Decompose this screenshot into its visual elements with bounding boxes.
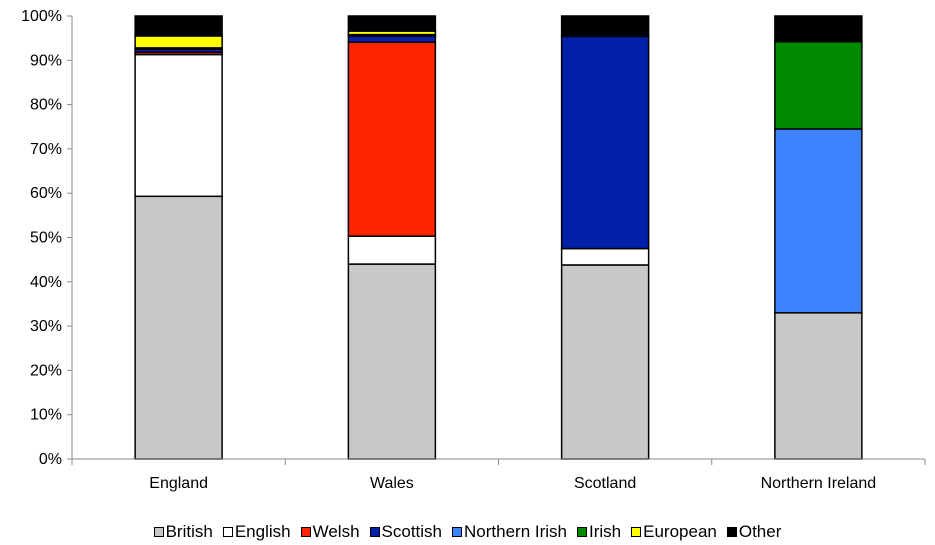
x-axis: England Wales Scotland Northern Ireland [71, 458, 926, 492]
bar-segment-other [560, 15, 650, 37]
bar-segment-european [134, 35, 223, 49]
legend-swatch [631, 527, 642, 537]
legend-label: Other [738, 522, 782, 541]
bar-segment-scottish [347, 35, 437, 43]
legend-item: British [153, 522, 213, 542]
legend-swatch [577, 527, 587, 537]
legend: British English Welsh Scottish Northern Iris… [0, 522, 935, 542]
bar-segment-other [774, 15, 863, 43]
legend-item: Welsh [300, 522, 360, 542]
y-tick-label: 80% [30, 97, 62, 114]
y-tick-label: 40% [30, 274, 62, 291]
y-tick-label: 60% [30, 185, 62, 202]
bar-segment-other [347, 15, 437, 32]
x-tick-label: England [149, 475, 208, 492]
bar-segment-northern-irish [774, 128, 863, 314]
legend-label: Northern Irish [464, 522, 567, 541]
y-tick-label: 0% [39, 451, 62, 468]
bar-segment-english [134, 53, 223, 198]
legend-item: Other [726, 522, 782, 542]
y-tick-label: 50% [30, 230, 62, 247]
legend-item: Irish [577, 522, 621, 542]
legend-item: English [222, 522, 291, 542]
bars-group [134, 15, 863, 460]
y-tick-label: 70% [30, 141, 62, 158]
legend-swatch [153, 527, 164, 537]
y-tick-label: 90% [30, 52, 62, 69]
legend-swatch [452, 527, 463, 537]
legend-label: Irish [589, 522, 622, 541]
legend-label: Scottish [381, 522, 443, 541]
y-tick-label: 20% [30, 362, 62, 379]
y-tick-label: 30% [30, 318, 62, 335]
bar-segment-english [560, 247, 650, 266]
legend-item: Northern Irish [452, 522, 567, 542]
legend-label: European [643, 522, 717, 541]
legend-swatch [222, 527, 233, 537]
bar-segment-british [560, 264, 650, 460]
legend-swatch [369, 527, 380, 537]
stacked-bar-chart: 0% 10% 20% 30% 40% 50% 60% 70% 80% 90% 100% Englan… [21, 8, 926, 492]
legend-item: European [631, 522, 717, 542]
y-tick-label: 10% [30, 407, 62, 424]
x-tick-label: Scotland [574, 475, 636, 492]
y-axis: 0% 10% 20% 30% 40% 50% 60% 70% 80% 90% 100% [21, 8, 73, 468]
bar-segment-british [774, 312, 863, 460]
bar-segment-scottish [560, 35, 650, 250]
y-tick-label: 100% [21, 8, 62, 25]
legend-swatch [300, 527, 311, 537]
bar-segment-irish [774, 40, 863, 130]
bar-segment-british [134, 195, 223, 460]
bar-segment-other [134, 15, 223, 37]
legend-swatch [726, 527, 737, 537]
legend-label: English [234, 522, 291, 541]
legend-item: Scottish [369, 522, 443, 542]
legend-label: British [165, 522, 213, 541]
x-tick-label: Northern Ireland [761, 475, 877, 492]
bar-segment-english [347, 235, 437, 265]
legend-label: Welsh [312, 522, 360, 541]
x-tick-label: Wales [370, 475, 414, 492]
bar-segment-british [347, 263, 437, 460]
bar-segment-welsh [347, 41, 437, 237]
